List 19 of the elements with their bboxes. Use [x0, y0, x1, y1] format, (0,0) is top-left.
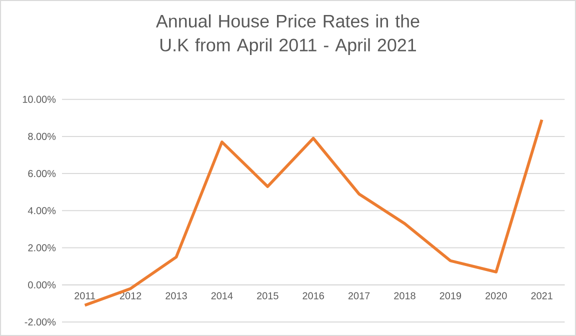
x-tick-label: 2020	[486, 292, 507, 300]
x-tick-label: 2016	[302, 292, 324, 300]
chart-title: Annual House Price Rates in the U.K from April 2011 - April 2021	[156, 14, 420, 55]
y-tick-label: 0.00%	[28, 281, 56, 288]
x-tick-label: 2014	[211, 292, 233, 300]
y-tick-label: 8.00%	[28, 132, 56, 140]
x-tick-label: 2021	[531, 292, 552, 300]
y-tick-label: -2.00%	[24, 318, 56, 326]
y-tick-label: 10.00%	[22, 96, 56, 103]
x-tick-label: 2015	[257, 292, 278, 300]
x-tick-label: 2019	[440, 292, 462, 300]
y-tick-label: 4.00%	[28, 207, 56, 214]
x-tick-label: 2012	[120, 292, 142, 300]
y-tick-label: 6.00%	[28, 170, 56, 178]
x-tick-label: 2018	[394, 292, 416, 300]
x-tick-label: 2013	[166, 292, 187, 300]
y-tick-label: 2.00%	[28, 244, 56, 252]
x-tick-label: 2011	[74, 292, 96, 300]
x-tick-label: 2017	[348, 292, 370, 300]
